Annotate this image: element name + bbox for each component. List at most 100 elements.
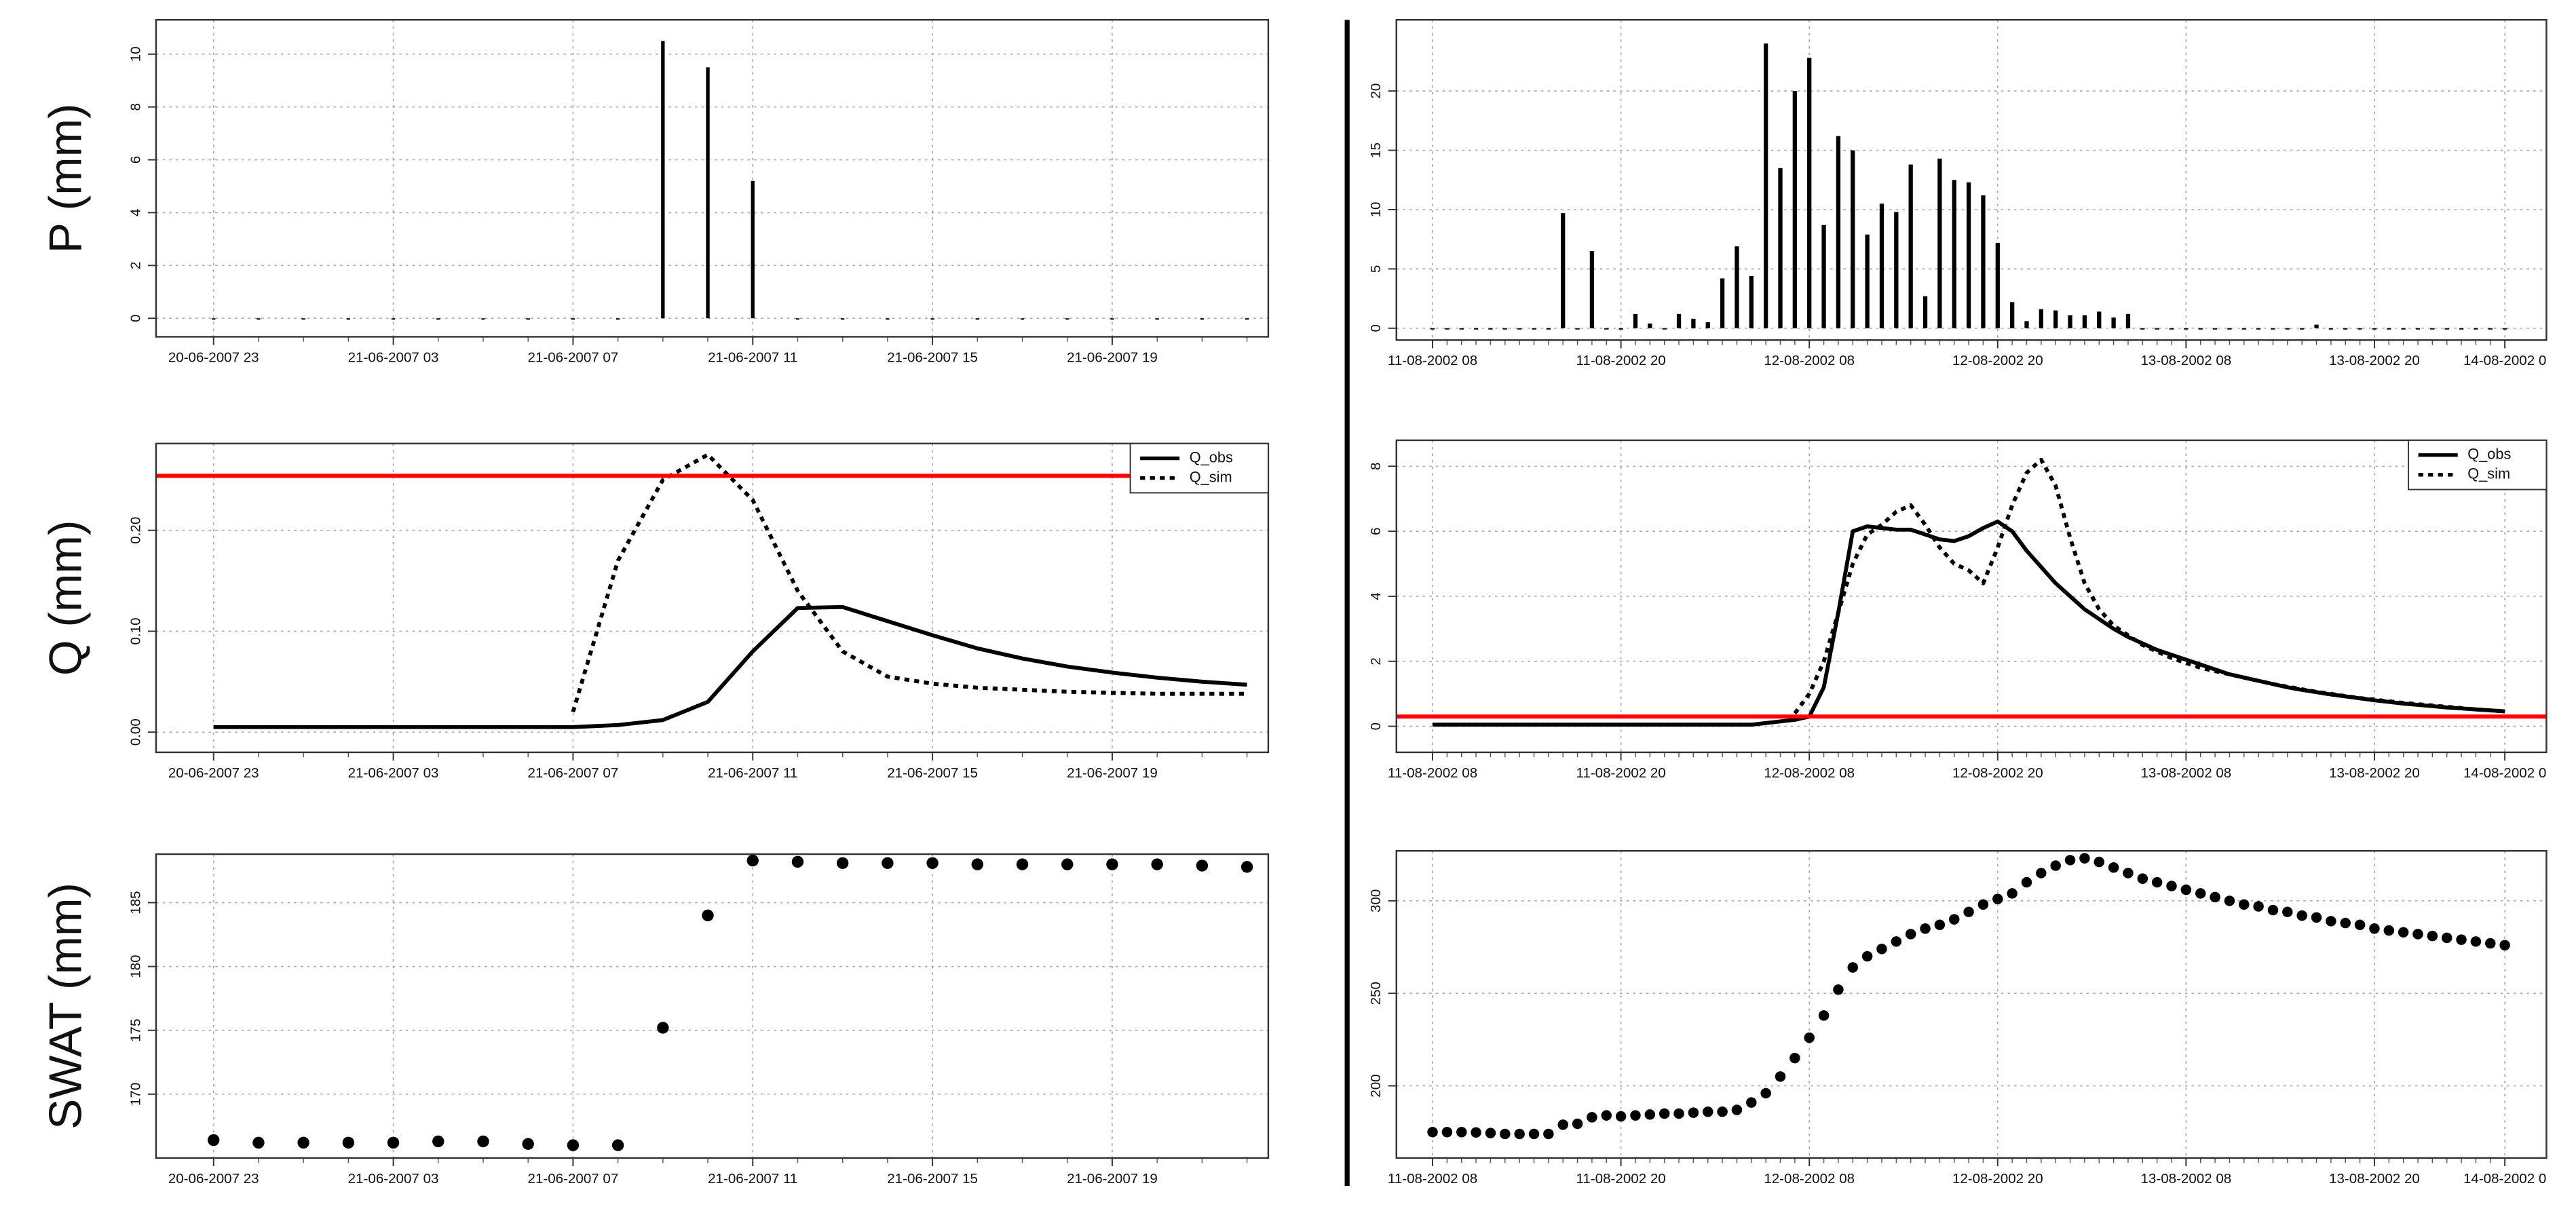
plot-frame <box>1395 849 2547 1159</box>
bar <box>1488 328 1493 330</box>
point <box>2456 934 2467 945</box>
y-tick-label: 185 <box>128 891 143 914</box>
bar <box>841 318 845 320</box>
bar <box>2271 328 2275 330</box>
bar <box>2357 328 2362 330</box>
point <box>1615 1111 1627 1122</box>
point <box>1485 1128 1496 1138</box>
x-tick-label: 21-06-2007 07 <box>528 1171 619 1187</box>
x-tick-label: 21-06-2007 07 <box>528 349 619 365</box>
x-tick-label: 21-06-2007 19 <box>1067 765 1158 781</box>
y-tick-label: 2 <box>1368 657 1384 665</box>
y-tick-label: 15 <box>1368 142 1384 158</box>
bar <box>661 41 665 319</box>
bar <box>2169 328 2174 330</box>
point <box>2311 912 2322 923</box>
point <box>746 854 759 867</box>
bar <box>1575 328 1580 330</box>
point <box>1891 936 1902 947</box>
x-tick-label: 21-06-2007 15 <box>887 765 978 781</box>
point <box>791 855 804 868</box>
bar <box>2009 302 2015 328</box>
x-tick-label: 12-08-2002 08 <box>1764 1171 1855 1187</box>
bar <box>2039 309 2043 328</box>
bar <box>1836 136 1841 328</box>
point <box>2195 888 2206 899</box>
bar <box>2140 328 2145 330</box>
legend-label: Q_obs <box>2467 446 2511 463</box>
point <box>1196 860 1209 872</box>
bar <box>1532 328 1536 330</box>
y-tick-label: 4 <box>1368 592 1384 600</box>
x-tick-label: 11-08-2002 20 <box>1576 1171 1665 1187</box>
bar <box>2387 328 2391 330</box>
y-axis-label: Q (mm) <box>41 520 92 676</box>
point <box>342 1136 355 1149</box>
point <box>1789 1052 1800 1064</box>
series-line <box>213 604 1247 729</box>
x-tick-label: 13-08-2002 08 <box>2140 1171 2231 1187</box>
point <box>657 1022 669 1034</box>
point <box>1644 1109 1656 1120</box>
bar <box>975 318 979 320</box>
point <box>2296 910 2307 921</box>
bar <box>1937 158 1942 328</box>
x-tick-label: 14-08-2002 0 <box>2463 353 2546 368</box>
x-tick-label: 20-06-2007 23 <box>168 1171 259 1187</box>
bar <box>615 318 620 320</box>
bar <box>2415 328 2421 330</box>
bar <box>1155 318 1159 320</box>
bar <box>1459 328 1464 330</box>
point <box>2036 868 2047 879</box>
point <box>522 1138 534 1150</box>
point <box>1948 914 1960 925</box>
bar <box>886 318 890 320</box>
x-tick-label: 20-06-2007 23 <box>168 765 259 781</box>
point <box>1977 899 1989 910</box>
legend-box <box>2408 439 2547 490</box>
y-tick-label: 0.20 <box>128 517 143 544</box>
bar <box>1720 278 1725 328</box>
point <box>1760 1087 1771 1099</box>
legend: Q_obs Q_sim <box>2408 439 2547 490</box>
point <box>926 857 939 869</box>
x-tick-label: 12-08-2002 20 <box>1952 1171 2043 1187</box>
panel: 0 2 4 6 8 11-08-2002 08 11-08-2002 20 12-08-200… <box>1368 439 2547 781</box>
point <box>1514 1128 1525 1140</box>
plot-frame <box>1395 18 2547 341</box>
bar <box>2401 328 2406 330</box>
x-tick-label: 21-06-2007 15 <box>887 1171 978 1187</box>
x-tick-label: 21-06-2007 07 <box>528 765 619 781</box>
y-tick-label: 0 <box>1368 324 1384 332</box>
series-line <box>1433 519 2505 727</box>
point <box>2485 938 2496 949</box>
x-tick-label: 21-06-2007 03 <box>348 765 439 781</box>
point <box>2123 868 2134 879</box>
bar <box>751 180 755 319</box>
point <box>1240 861 1253 873</box>
point <box>1746 1097 1757 1108</box>
bar <box>1894 212 1899 328</box>
series-line <box>571 453 1247 713</box>
bar <box>346 318 351 320</box>
x-tick-label: 11-08-2002 08 <box>1388 765 1477 781</box>
bar <box>2198 328 2203 330</box>
bar <box>1502 328 1507 330</box>
bar <box>1922 296 1928 328</box>
point <box>567 1139 580 1151</box>
plot-frame <box>155 442 1270 754</box>
point <box>2326 916 2336 927</box>
point <box>1876 943 1887 955</box>
bar <box>391 318 396 320</box>
x-tick-label: 11-08-2002 08 <box>1388 1171 1477 1187</box>
bar <box>2430 328 2435 330</box>
y-tick-label: 180 <box>128 955 143 978</box>
y-tick-label: 0 <box>128 314 143 322</box>
bar <box>1691 318 1696 328</box>
plot-frame <box>1395 439 2547 754</box>
point <box>702 909 714 922</box>
point <box>882 857 894 869</box>
plot-frame <box>155 853 1270 1159</box>
bar <box>2082 315 2087 328</box>
point <box>2427 930 2438 942</box>
